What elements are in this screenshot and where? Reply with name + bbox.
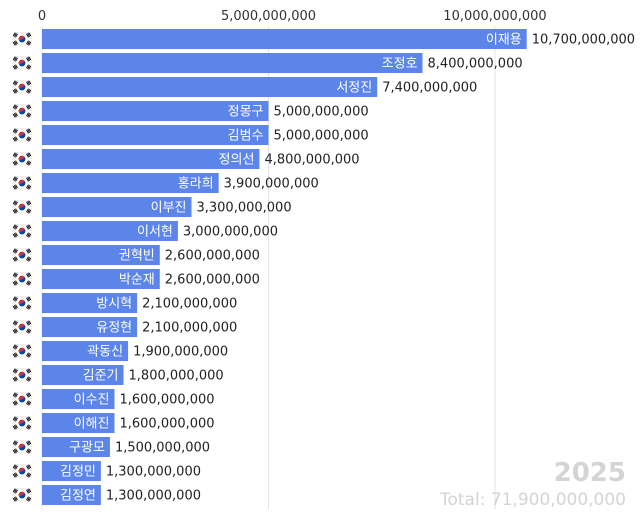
bar-category-label: 김정민 [60,465,96,480]
bar [42,173,219,193]
bar [42,485,101,505]
x-tick-label: 10,000,000,000 [443,9,546,24]
bar-value-label: 1,600,000,000 [119,417,214,432]
bar [42,221,178,241]
south-korea-flag-icon [12,320,32,334]
south-korea-flag-icon [12,392,32,406]
bar-category-label: 이수진 [74,393,110,408]
south-korea-flag-icon [12,440,32,454]
x-tick-label: 0 [38,9,46,24]
bar [42,269,160,289]
bar-value-label: 2,100,000,000 [142,321,237,336]
bar-category-label: 방시혁 [96,297,132,312]
bar-value-label: 7,400,000,000 [382,81,477,96]
bar-category-label: 김정연 [60,489,96,504]
bar-category-label: 이재용 [486,33,522,48]
bar-category-label: 이해진 [74,417,110,432]
bar-value-label: 5,000,000,000 [274,105,369,120]
bar-category-label: 홍라희 [178,177,214,192]
bar-value-label: 1,900,000,000 [133,345,228,360]
bar [42,413,115,433]
south-korea-flag-icon [12,32,32,46]
bar-value-label: 3,300,000,000 [196,201,291,216]
bar [42,341,129,361]
bar-value-label: 3,000,000,000 [183,225,278,240]
total-label: Total: 71,900,000,000 [439,490,626,510]
bar-value-label: 1,600,000,000 [119,393,214,408]
south-korea-flag-icon [12,368,32,382]
bar [42,101,269,121]
bar-category-label: 이부진 [151,201,187,216]
bar-value-label: 1,500,000,000 [115,441,210,456]
south-korea-flag-icon [12,344,32,358]
year-label: 2025 [554,458,626,488]
bar [42,317,138,337]
bar-category-label: 박순재 [119,273,155,288]
bar-value-label: 4,800,000,000 [264,153,359,168]
south-korea-flag-icon [12,224,32,238]
south-korea-flag-icon [12,272,32,286]
bar-value-label: 2,600,000,000 [165,249,260,264]
bar-category-label: 구광모 [69,441,105,456]
bar-value-label: 10,700,000,000 [532,33,635,48]
bar [42,53,423,73]
bar-category-label: 김범수 [228,129,264,144]
bar [42,365,124,385]
south-korea-flag-icon [12,416,32,430]
bar [42,389,115,409]
bar [42,293,138,313]
bar-category-label: 정몽구 [228,105,264,120]
south-korea-flag-icon [12,464,32,478]
bar [42,29,527,49]
bar-value-label: 1,300,000,000 [106,489,201,504]
south-korea-flag-icon [12,176,32,190]
bar-value-label: 8,400,000,000 [428,57,523,72]
south-korea-flag-icon [12,104,32,118]
bar [42,245,160,265]
bar [42,149,260,169]
bar-category-label: 조정호 [382,57,418,72]
south-korea-flag-icon [12,56,32,70]
south-korea-flag-icon [12,80,32,94]
bar-value-label: 2,100,000,000 [142,297,237,312]
x-tick-label: 5,000,000,000 [221,9,316,24]
bar-value-label: 1,300,000,000 [106,465,201,480]
bar-category-label: 서정진 [336,81,372,96]
bar [42,461,101,481]
bar-category-label: 김준기 [83,369,119,384]
south-korea-flag-icon [12,128,32,142]
bar-category-label: 유정현 [96,321,132,336]
south-korea-flag-icon [12,200,32,214]
bar-category-label: 정의선 [219,153,255,168]
bar [42,197,192,217]
south-korea-flag-icon [12,488,32,502]
bar-category-label: 이서현 [137,225,173,240]
bar-category-label: 곽동신 [87,345,123,360]
bar [42,77,378,97]
bar-value-label: 2,600,000,000 [165,273,260,288]
south-korea-flag-icon [12,248,32,262]
bar-value-label: 5,000,000,000 [274,129,369,144]
south-korea-flag-icon [12,152,32,166]
south-korea-flag-icon [12,296,32,310]
bar-value-label: 3,900,000,000 [224,177,319,192]
bar-category-label: 권혁빈 [119,249,155,264]
bar [42,437,110,457]
bar-value-label: 1,800,000,000 [129,369,224,384]
bar [42,125,269,145]
